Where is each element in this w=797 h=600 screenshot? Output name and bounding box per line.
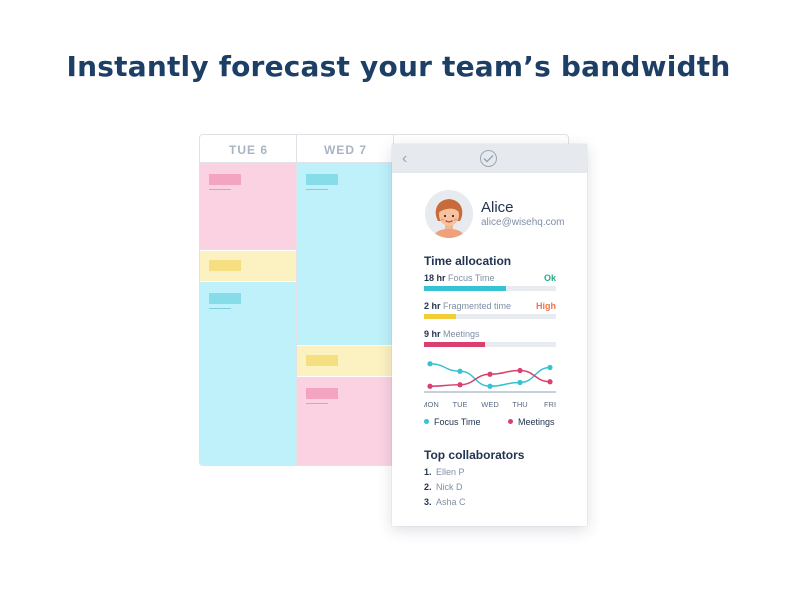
x-tick-label: THU (512, 400, 527, 409)
legend-meetings: Meetings (508, 417, 555, 427)
data-point (427, 383, 433, 389)
collaborators-title: Top collaborators (424, 448, 525, 462)
calendar-event[interactable] (200, 163, 296, 250)
calendar-event[interactable] (297, 346, 393, 376)
data-point (457, 382, 463, 388)
chevron-left-icon[interactable]: ‹ (402, 150, 408, 167)
legend-focus: Focus Time (424, 417, 481, 427)
data-point (517, 379, 523, 386)
avatar (425, 190, 473, 238)
collaborator-rank: 2. (424, 482, 432, 492)
user-name: Alice (481, 199, 514, 216)
allocation-bar (424, 342, 556, 347)
collaborator-rank: 3. (424, 497, 432, 507)
panel-toolbar: ‹ (392, 144, 587, 173)
day-header-wed[interactable]: WED 7 (297, 135, 394, 163)
headline: Instantly forecast your team’s bandwidth (66, 50, 731, 83)
allocation-row: 9 hr Meetings (424, 329, 556, 353)
time-allocation-title: Time allocation (424, 254, 512, 268)
profile-panel: ‹ Alice alice@wisehq.com Time allocation… (392, 144, 587, 526)
calendar-event[interactable] (297, 163, 393, 345)
allocation-hours: 18 hr (424, 273, 446, 283)
allocation-row: 18 hr Focus Time Ok (424, 273, 556, 297)
calendar-event[interactable] (200, 282, 296, 465)
legend-label: Focus Time (434, 417, 481, 427)
allocation-bar-fill (424, 286, 506, 291)
allocation-label: Fragmented time (443, 301, 512, 311)
data-point (547, 364, 553, 371)
allocation-hours: 2 hr (424, 301, 441, 311)
x-tick-label: FRI (544, 400, 556, 409)
column-divider (296, 135, 297, 465)
check-circle-icon[interactable] (480, 150, 497, 167)
allocation-status: Ok (543, 273, 556, 283)
allocation-status: High (536, 301, 556, 311)
legend-dot-icon (424, 419, 429, 424)
trend-chart: MON TUE WED THU FRI (424, 361, 556, 409)
data-point (487, 383, 493, 389)
data-point (547, 379, 553, 385)
calendar-event[interactable] (297, 377, 393, 465)
allocation-bar (424, 286, 556, 291)
collaborator-name: Nick D (436, 482, 463, 492)
allocation-hours: 9 hr (424, 329, 441, 339)
collaborator-name: Asha C (436, 497, 466, 507)
collaborator-name: Ellen P (436, 467, 465, 477)
collaborator-item[interactable]: 3. Asha C (424, 497, 466, 507)
collaborator-rank: 1. (424, 467, 432, 477)
allocation-row: 2 hr Fragmented time High (424, 301, 556, 325)
collaborator-item[interactable]: 1. Ellen P (424, 467, 465, 477)
user-email[interactable]: alice@wisehq.com (481, 217, 565, 228)
x-tick-label: TUE (453, 400, 468, 409)
data-point (517, 367, 523, 374)
allocation-label: Focus Time (448, 273, 495, 283)
x-tick-label: WED (481, 400, 499, 409)
legend-label: Meetings (518, 417, 555, 427)
legend-dot-icon (508, 419, 513, 424)
data-point (427, 361, 433, 367)
day-header-tue[interactable]: TUE 6 (200, 135, 297, 163)
allocation-label: Meetings (443, 329, 480, 339)
allocation-bar-fill (424, 342, 485, 347)
calendar-event[interactable] (200, 251, 296, 281)
allocation-bar-fill (424, 314, 456, 319)
data-point (457, 368, 463, 374)
data-point (487, 371, 493, 377)
collaborator-item[interactable]: 2. Nick D (424, 482, 463, 492)
allocation-bar (424, 314, 556, 319)
x-tick-label: MON (424, 400, 439, 409)
